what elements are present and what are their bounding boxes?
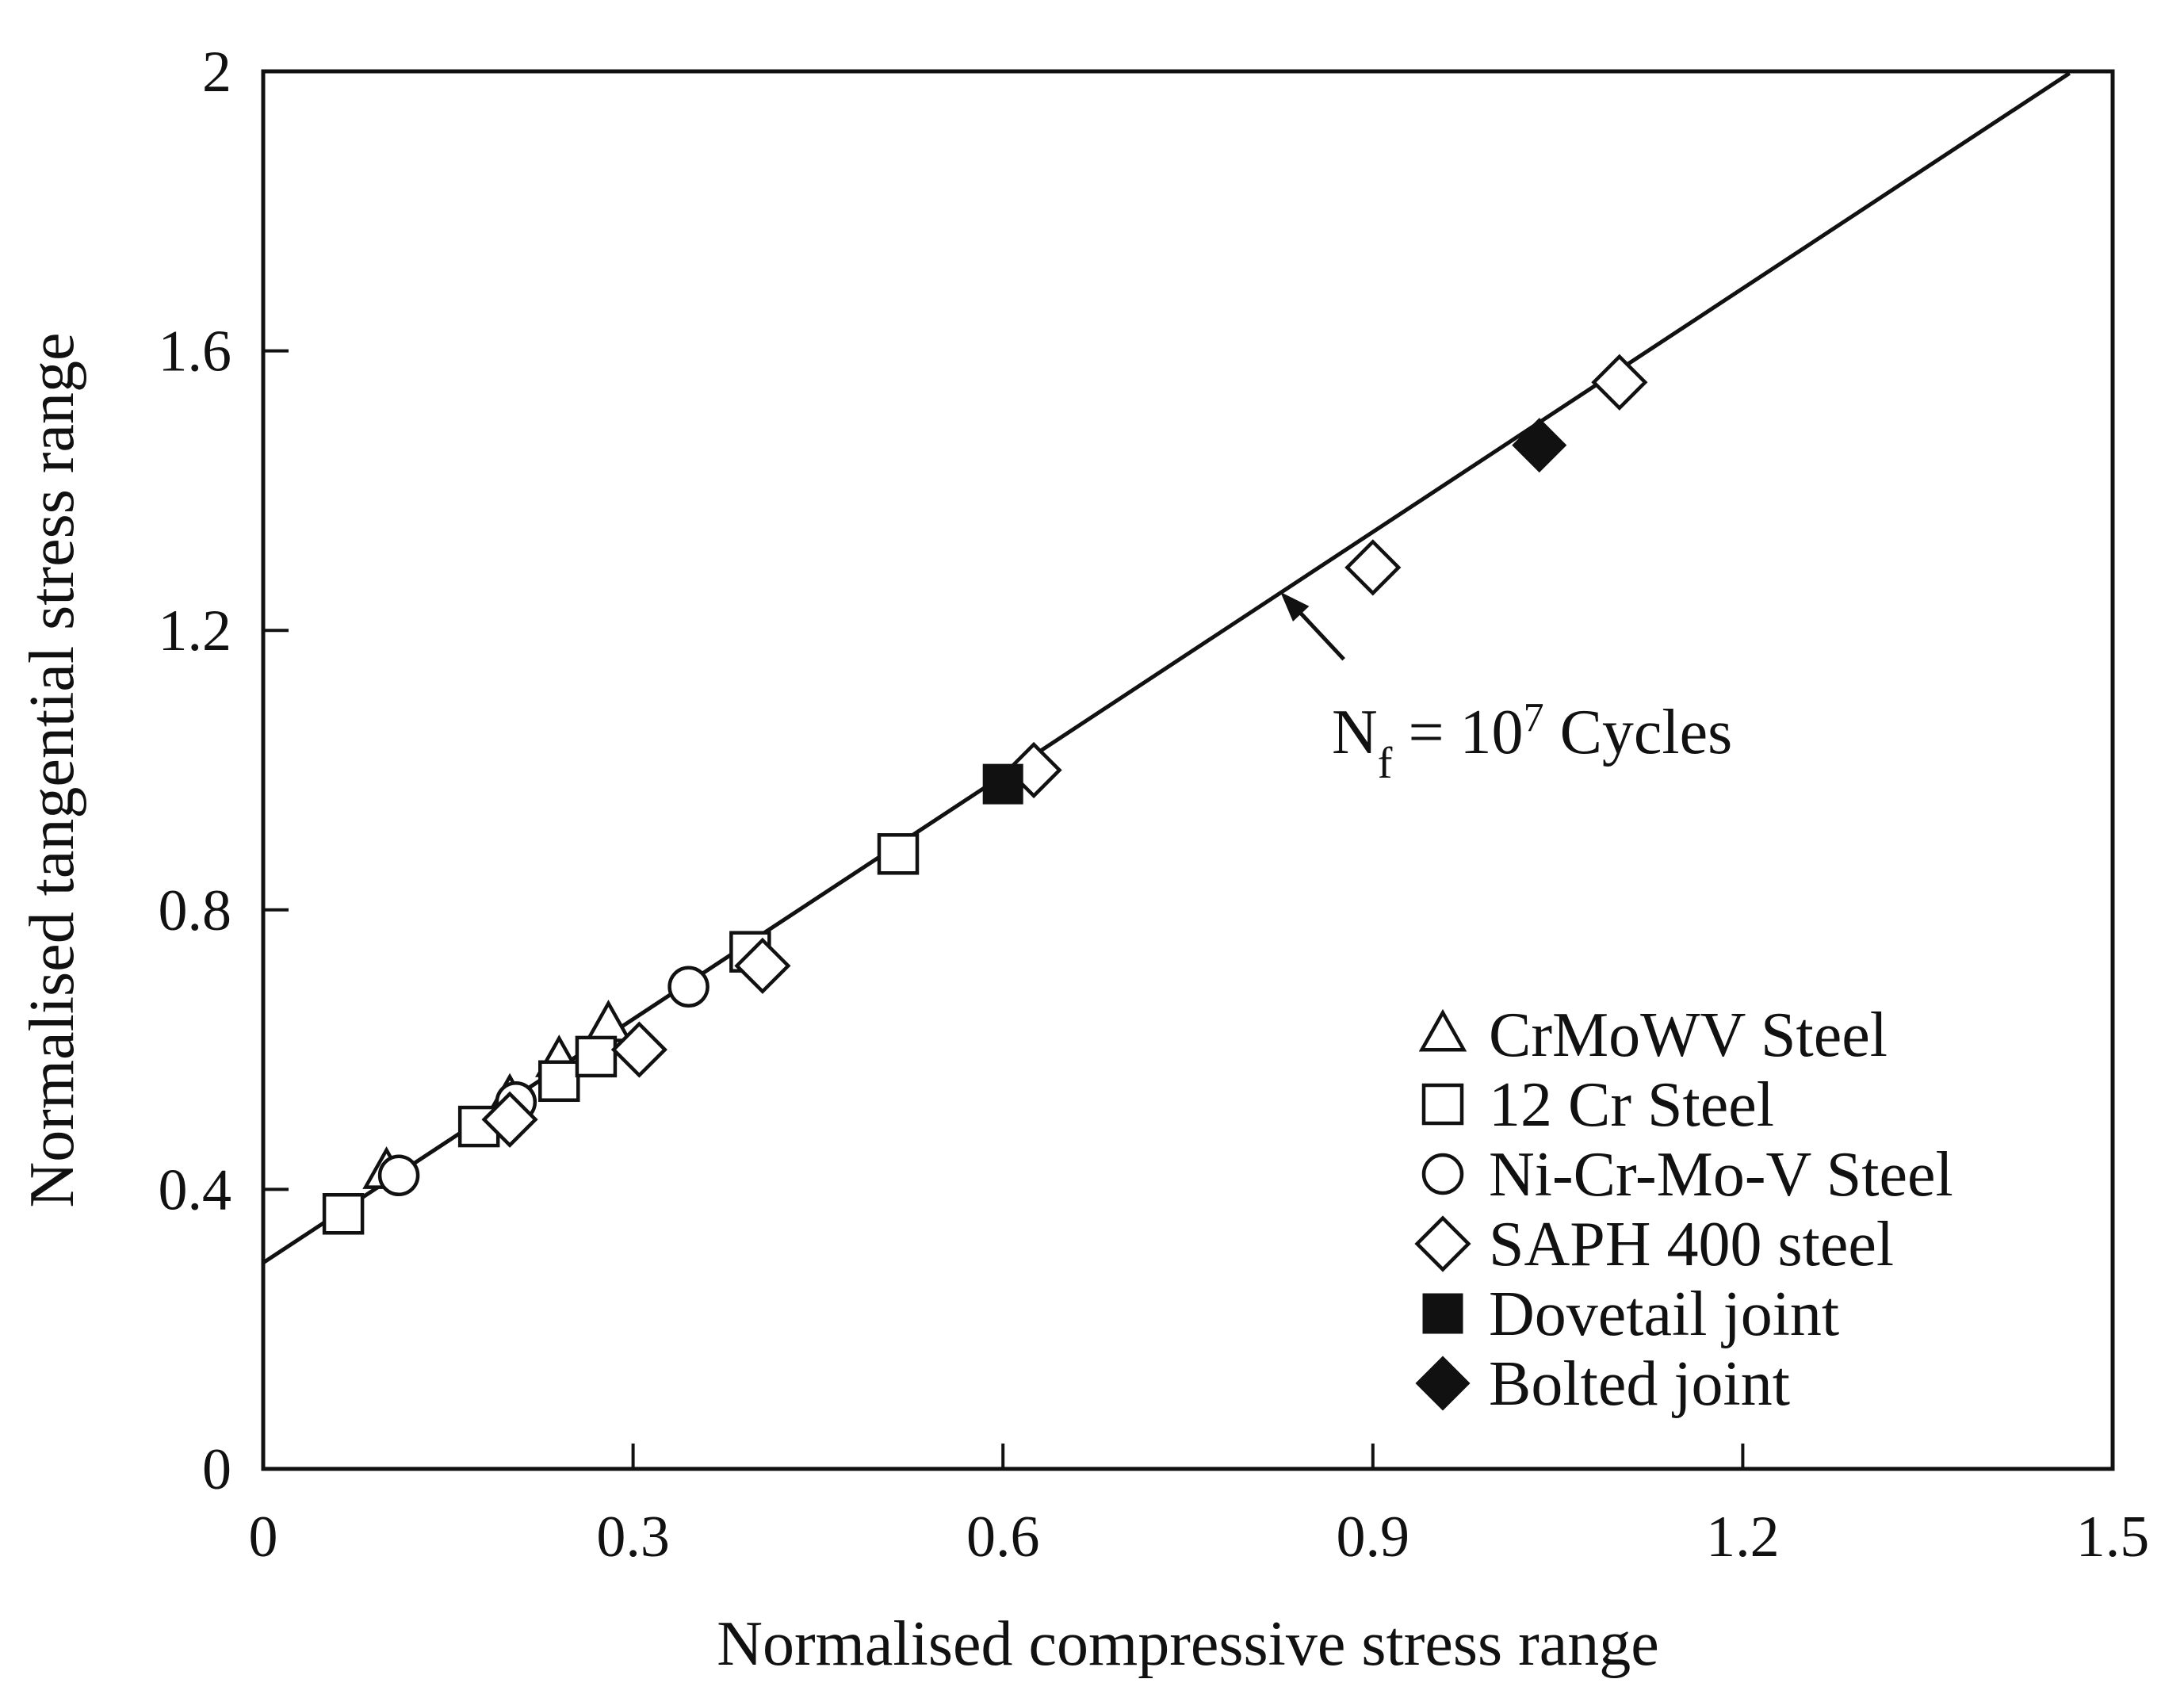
annotation-sub: f	[1378, 739, 1393, 788]
x-tick-label: 0	[249, 1505, 278, 1570]
y-axis-title: Normalised tangential stress range	[17, 332, 87, 1207]
legend-marker-square-open	[1421, 1083, 1464, 1126]
x-axis-title: Normalised compressive stress range	[717, 1609, 1659, 1679]
data-point-square-open	[322, 1193, 365, 1235]
legend-marker-triangle-open	[1418, 1008, 1467, 1052]
data-point-diamond-open	[1344, 539, 1402, 596]
annotation-eq: = 10	[1392, 698, 1523, 767]
x-tick-label: 1.2	[1706, 1505, 1780, 1570]
x-tick-label: 0.9	[1337, 1505, 1410, 1570]
data-markers	[322, 354, 1648, 1235]
legend-label: Ni-Cr-Mo-V Steel	[1489, 1140, 1953, 1210]
legend-marker-circle-open	[1421, 1153, 1464, 1195]
x-axis-ticks: 0 0.3 0.6 0.9 1.2 1.5	[249, 1444, 2150, 1570]
data-point-square-open	[877, 833, 920, 875]
annotation-arrow-head	[1280, 591, 1310, 621]
plot-area-border	[261, 69, 2115, 1471]
data-point-diamond-open	[734, 937, 791, 994]
data-point-square-open	[538, 1060, 580, 1103]
legend-label: SAPH 400 steel	[1489, 1210, 1894, 1279]
y-tick-label: 0.4	[159, 1157, 232, 1222]
axis-titles: Normalised compressive stress range Norma…	[17, 332, 1659, 1679]
x-tick-label: 0.3	[596, 1505, 670, 1570]
y-tick-label: 1.2	[159, 599, 232, 664]
data-point-square-open	[575, 1035, 618, 1078]
fit-line	[262, 71, 2071, 1265]
fit-line-group	[262, 71, 2071, 1265]
annotation-tail: Cycles	[1544, 698, 1733, 767]
data-point-diamond-open	[610, 1021, 667, 1078]
data-point-circle-open	[667, 966, 710, 1008]
legend-label: Bolted joint	[1489, 1349, 1790, 1419]
y-tick-label: 0.8	[159, 878, 232, 943]
annotation-group: Nf = 107 CyclesNf = 10^7 Cycles	[1280, 591, 1732, 789]
legend-label: 12 Cr Steel	[1489, 1070, 1774, 1140]
data-point-diamond-open	[1591, 354, 1648, 411]
data-point-triangle-open	[584, 1000, 633, 1042]
legend-label: CrMoWV Steel	[1489, 1000, 1888, 1070]
annotation-label: Nf = 107 CyclesNf = 10^7 Cycles	[1332, 695, 1732, 789]
data-point-square-filled	[982, 763, 1023, 805]
data-point-diamond-open	[1005, 741, 1062, 799]
y-axis-ticks: 0 0.4 0.8 1.2 1.6 2	[159, 40, 289, 1502]
y-tick-label: 1.6	[159, 319, 232, 384]
data-point-diamond-open	[481, 1091, 538, 1148]
y-tick-label: 0	[202, 1437, 231, 1502]
x-tick-label: 0.6	[966, 1505, 1040, 1570]
legend-marker-diamond-filled	[1415, 1356, 1471, 1411]
plot-frame	[261, 69, 2115, 1471]
legend-marker-diamond-open	[1414, 1215, 1471, 1272]
y-tick-label: 2	[202, 40, 231, 105]
data-point-circle-open	[377, 1154, 420, 1197]
legend-marker-square-filled	[1422, 1293, 1463, 1334]
annotation-sup: 7	[1524, 695, 1544, 740]
data-point-diamond-filled	[1512, 418, 1567, 473]
x-tick-label: 1.5	[2076, 1505, 2150, 1570]
legend-label: Dovetail joint	[1489, 1279, 1839, 1349]
annotation-n: N	[1332, 698, 1378, 767]
